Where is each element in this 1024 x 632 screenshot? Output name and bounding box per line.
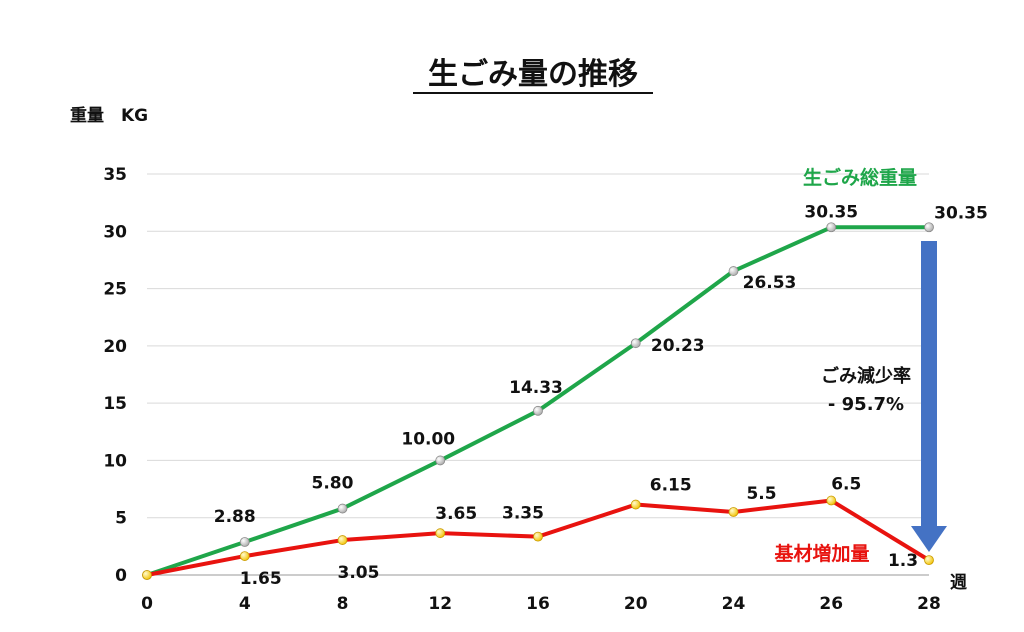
x-tick-labels: 0 4 8 12 16 20 24 26 28 (141, 594, 941, 614)
data-point (337, 503, 348, 514)
x-tick-label: 26 (819, 594, 843, 614)
reduction-arrow-shaft (921, 241, 937, 526)
y-tick-label: 35 (103, 165, 127, 185)
data-point (239, 551, 250, 561)
data-point (924, 222, 934, 233)
x-tick-label: 28 (917, 594, 941, 614)
data-label: 1.65 (240, 569, 282, 589)
x-tick-label: 24 (722, 594, 746, 614)
data-label: 10.00 (401, 429, 455, 449)
y-tick-labels: 0 5 10 15 20 25 30 35 (103, 165, 127, 586)
series-base-increase: 1.65 3.05 3.65 3.35 6.15 5.5 6.5 1.3 (142, 475, 934, 589)
series-total-weight: 2.88 5.80 10.00 14.33 20.23 26.53 30.35 30.35 (142, 202, 988, 580)
data-point (337, 535, 348, 545)
y-axis-label: 重量 KG (70, 105, 148, 126)
legend-total-weight: 生ごみ総重量 (803, 166, 917, 189)
x-tick-label: 20 (624, 594, 648, 614)
reduction-arrow-head (911, 526, 947, 552)
data-point (630, 338, 641, 349)
y-tick-label: 0 (115, 566, 127, 586)
data-point (728, 507, 739, 517)
y-tick-label: 20 (103, 337, 127, 357)
x-tick-label: 16 (526, 594, 550, 614)
data-label: 5.80 (312, 474, 354, 494)
data-point (533, 405, 543, 416)
data-point (924, 555, 934, 566)
gridlines (147, 173, 929, 576)
y-tick-label: 15 (103, 394, 127, 414)
y-tick-label: 25 (103, 280, 127, 300)
x-tick-label: 12 (428, 594, 452, 614)
data-point (826, 495, 837, 506)
x-axis-label: 週 (950, 573, 967, 593)
data-label: 6.5 (831, 475, 861, 495)
data-label: 3.65 (435, 504, 477, 524)
x-tick-label: 8 (337, 594, 349, 614)
data-label: 1.3 (888, 551, 918, 571)
series: 2.88 5.80 10.00 14.33 20.23 26.53 30.35 30.35 1.… (142, 202, 988, 589)
x-tick-label: 0 (141, 594, 153, 614)
y-tick-label: 5 (115, 509, 127, 529)
data-point (435, 455, 446, 466)
data-label: 2.88 (214, 507, 256, 527)
x-tick-label: 4 (239, 594, 251, 614)
data-label: 20.23 (651, 336, 705, 356)
data-point (435, 528, 446, 539)
data-point (630, 499, 641, 510)
data-label: 30.35 (804, 202, 858, 222)
y-tick-label: 10 (103, 451, 127, 471)
data-label: 3.05 (338, 563, 380, 583)
data-label: 14.33 (509, 378, 563, 398)
y-tick-label: 30 (103, 222, 127, 242)
data-point (826, 222, 837, 233)
data-label: 26.53 (743, 273, 797, 293)
data-label: 30.35 (934, 203, 988, 223)
data-label: 5.5 (746, 484, 776, 504)
reduction-rate-label: ごみ減少率 (821, 365, 911, 387)
data-label: 6.15 (650, 476, 692, 496)
data-point (239, 537, 250, 547)
data-point (142, 570, 152, 580)
chart-title: 生ごみ量の推移 (428, 57, 638, 92)
data-point (533, 531, 543, 542)
reduction-rate-value: - 95.7% (828, 394, 904, 415)
data-point (728, 266, 739, 276)
data-label: 3.35 (502, 504, 544, 524)
legend-base-increase: 基材増加量 (773, 542, 869, 565)
